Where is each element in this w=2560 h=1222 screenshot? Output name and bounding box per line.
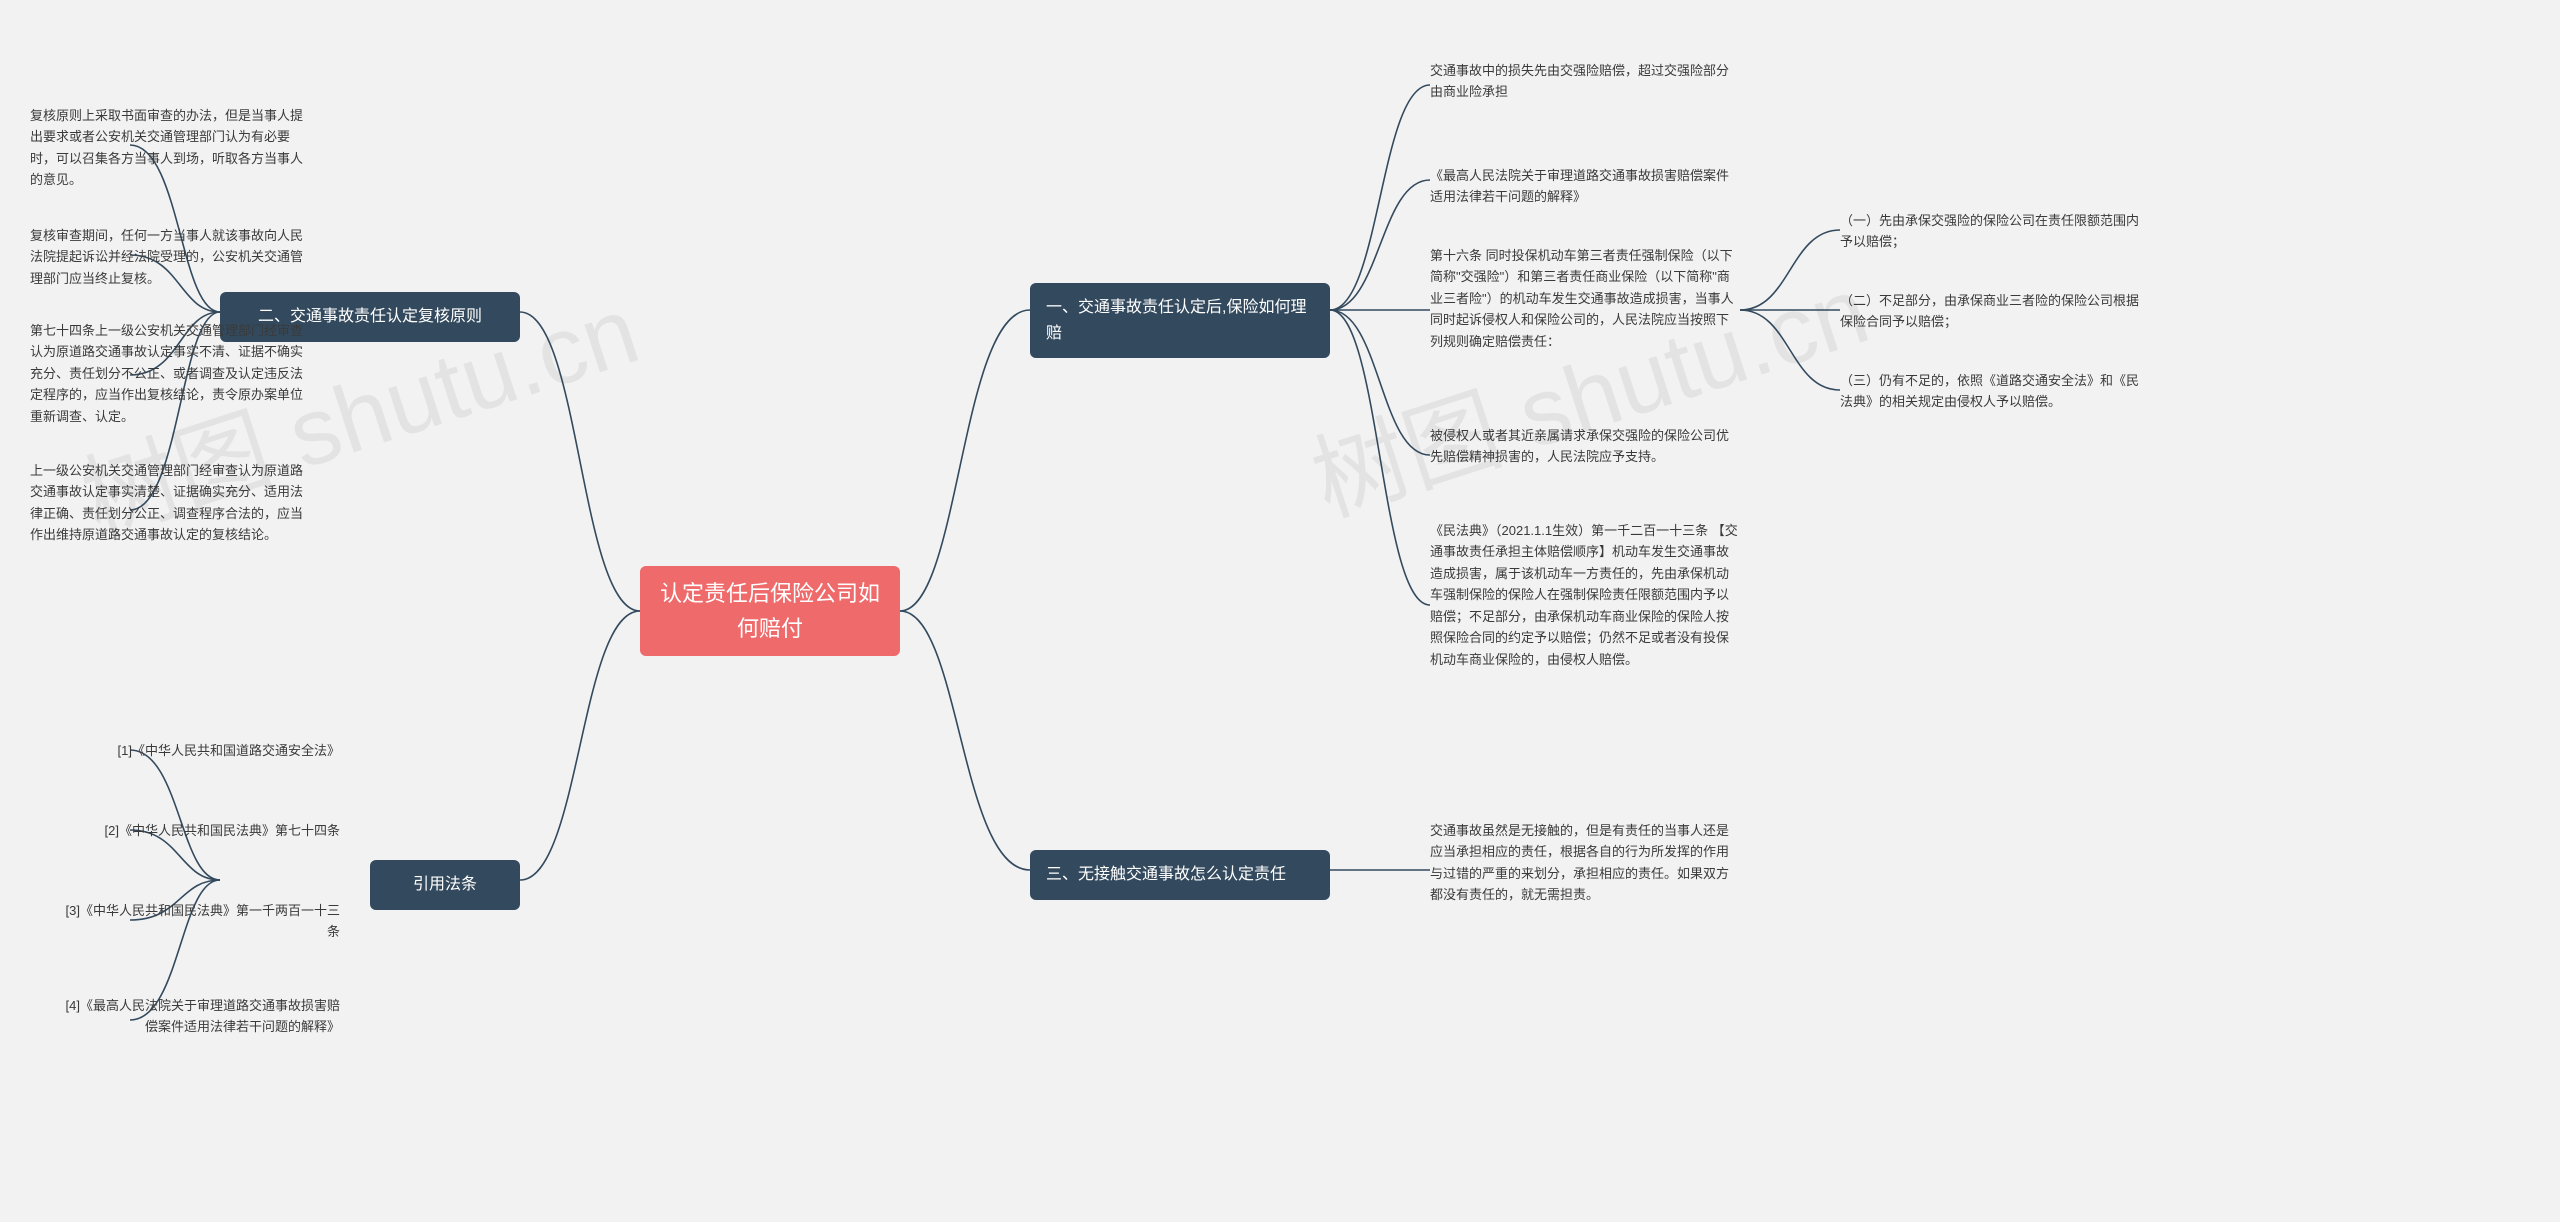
branch-r3[interactable]: 三、无接触交通事故怎么认定责任 (1030, 850, 1330, 900)
root-node[interactable]: 认定责任后保险公司如何赔付 (640, 566, 900, 656)
branch-label: 引用法条 (413, 872, 477, 898)
leaf-r1-4: 《民法典》（2021.1.1生效）第一千二百一十三条 【交通事故责任承担主体赔偿… (1430, 520, 1740, 670)
leaf-r3-0: 交通事故虽然是无接触的，但是有责任的当事人还是应当承担相应的责任，根据各自的行为… (1430, 820, 1740, 906)
leaf-r1-2-sub2: （三）仍有不足的，依照《道路交通安全法》和《民法典》的相关规定由侵权人予以赔偿。 (1840, 370, 2140, 413)
leaf-r1-2: 第十六条 同时投保机动车第三者责任强制保险（以下简称"交强险"）和第三者责任商业… (1430, 245, 1740, 352)
leaf-l2-3: 上一级公安机关交通管理部门经审查认为原道路交通事故认定事实清楚、证据确实充分、适… (30, 460, 310, 546)
branch-r1[interactable]: 一、交通事故责任认定后,保险如何理赔 (1030, 283, 1330, 358)
leaf-lref-1: [2]《中华人民共和国民法典》第七十四条 (60, 820, 340, 841)
branch-lref[interactable]: 引用法条 (370, 860, 520, 910)
leaf-r1-1: 《最高人民法院关于审理道路交通事故损害赔偿案件适用法律若干问题的解释》 (1430, 165, 1740, 208)
connector-lines (0, 0, 2560, 1222)
branch-label: 三、无接触交通事故怎么认定责任 (1046, 862, 1286, 888)
leaf-l2-1: 复核审查期间，任何一方当事人就该事故向人民法院提起诉讼并经法院受理的，公安机关交… (30, 225, 310, 289)
branch-label: 一、交通事故责任认定后,保险如何理赔 (1046, 295, 1314, 346)
leaf-l2-2: 第七十四条上一级公安机关交通管理部门经审查认为原道路交通事故认定事实不清、证据不… (30, 320, 310, 427)
leaf-r1-0: 交通事故中的损失先由交强险赔偿，超过交强险部分由商业险承担 (1430, 60, 1740, 103)
leaf-r1-3: 被侵权人或者其近亲属请求承保交强险的保险公司优先赔偿精神损害的，人民法院应予支持… (1430, 425, 1740, 468)
leaf-lref-0: [1]《中华人民共和国道路交通安全法》 (60, 740, 340, 761)
root-label: 认定责任后保险公司如何赔付 (658, 576, 882, 646)
leaf-l2-0: 复核原则上采取书面审查的办法，但是当事人提出要求或者公安机关交通管理部门认为有必… (30, 105, 310, 191)
leaf-r1-2-sub0: （一）先由承保交强险的保险公司在责任限额范围内予以赔偿； (1840, 210, 2140, 253)
mindmap-canvas: 树图 shutu.cn 树图 shutu.cn (0, 0, 2560, 1222)
leaf-r1-2-sub1: （二）不足部分，由承保商业三者险的保险公司根据保险合同予以赔偿； (1840, 290, 2140, 333)
leaf-lref-2: [3]《中华人民共和国民法典》第一千两百一十三条 (60, 900, 340, 943)
leaf-lref-3: [4]《最高人民法院关于审理道路交通事故损害赔偿案件适用法律若干问题的解释》 (60, 995, 340, 1038)
